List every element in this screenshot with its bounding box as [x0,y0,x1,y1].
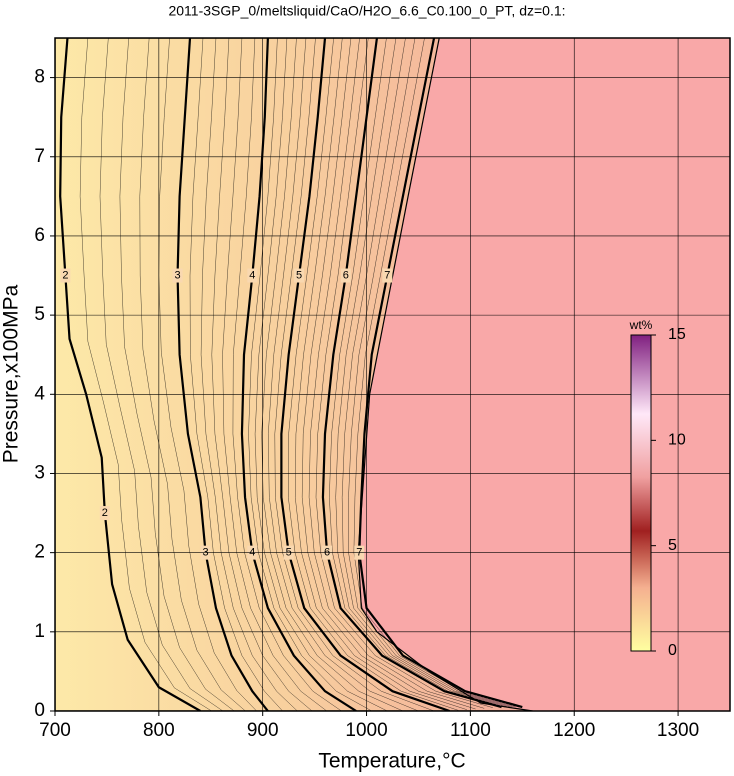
y-tick-label: 0 [34,700,45,721]
contour-label: 4 [249,269,255,281]
y-tick-label: 6 [34,225,45,246]
y-tick-label: 3 [34,462,45,483]
minor-contour [335,38,509,708]
minor-contour [158,38,257,711]
minor-contour [348,38,516,708]
minor-contour [119,38,235,711]
minor-contour [353,38,519,708]
minor-contour [189,38,283,711]
y-tick-label: 4 [34,383,45,404]
minor-contour [329,38,506,708]
y-tick-label: 7 [34,146,45,167]
x-tick-label: 900 [247,720,279,741]
contour-label-bg [60,268,71,283]
x-tick-label: 700 [39,720,71,741]
contour-label: 5 [296,269,302,281]
minor-contour [211,38,313,711]
contour-label: 6 [343,269,349,281]
melt-region [55,38,533,711]
minor-contour [232,38,342,711]
colorbar-tick-label: 10 [668,432,686,449]
minor-contour [341,38,512,708]
contour-line [59,38,201,711]
y-tick-label: 5 [34,304,45,325]
minor-contour [315,38,493,708]
x-tick-label: 1200 [553,720,595,741]
contour-line [280,38,450,711]
contour-line [358,38,523,709]
x-axis-label: Temperature,°C [318,750,465,773]
contour-label: 3 [174,269,180,281]
x-tick-label: 1300 [657,720,699,741]
contour-label: 2 [102,507,108,519]
minor-contour [267,38,419,711]
chart-title: 2011-3SGP_0/meltsliquid/CaO/H2O_6.6_C0.1… [168,3,565,19]
x-tick-label: 1100 [450,720,491,741]
axes: 700 800 900 1000 1100 1200 1300 0 1 2 3 4 5 6 7 8 wt% 0 5 1… [34,37,731,741]
colorbar-tick-label: 15 [668,326,686,343]
colorbar [630,334,652,652]
colorbar-tick-label: 0 [668,642,677,659]
minor-contour [301,38,476,710]
contour-label: 7 [384,269,390,281]
contour-label-bg [294,268,305,283]
minor-contour [248,38,372,711]
minor-contour [294,38,467,710]
colorbar-tick-label: 5 [668,537,677,554]
minor-contour [79,38,212,711]
contour-line [240,38,357,711]
x-tick-label: 800 [143,720,175,741]
contour-label-bg [247,268,258,283]
y-tick-label: 8 [34,67,45,88]
plot-frame [54,37,731,712]
contour-line [176,38,269,711]
minor-contour [288,38,459,711]
contour-label-bg [172,268,183,283]
y-tick-label: 1 [34,621,45,642]
contour-label-bg [99,506,110,521]
contour-label: 2 [62,269,68,281]
minor-contour [254,38,388,711]
contour-label-bg [340,268,351,283]
minor-contour [222,38,327,711]
minor-contour [200,38,298,711]
minor-contour [308,38,485,709]
colorbar-label: wt% [629,318,653,332]
contour-label-bg [382,268,393,283]
y-tick-label: 2 [34,542,45,563]
x-tick-label: 1000 [345,720,387,741]
minor-contour [99,38,224,711]
minor-contour [274,38,435,711]
minor-contour [139,38,246,711]
y-axis-label: Pressure,x100MPa [0,284,23,463]
contour-line [321,38,502,709]
